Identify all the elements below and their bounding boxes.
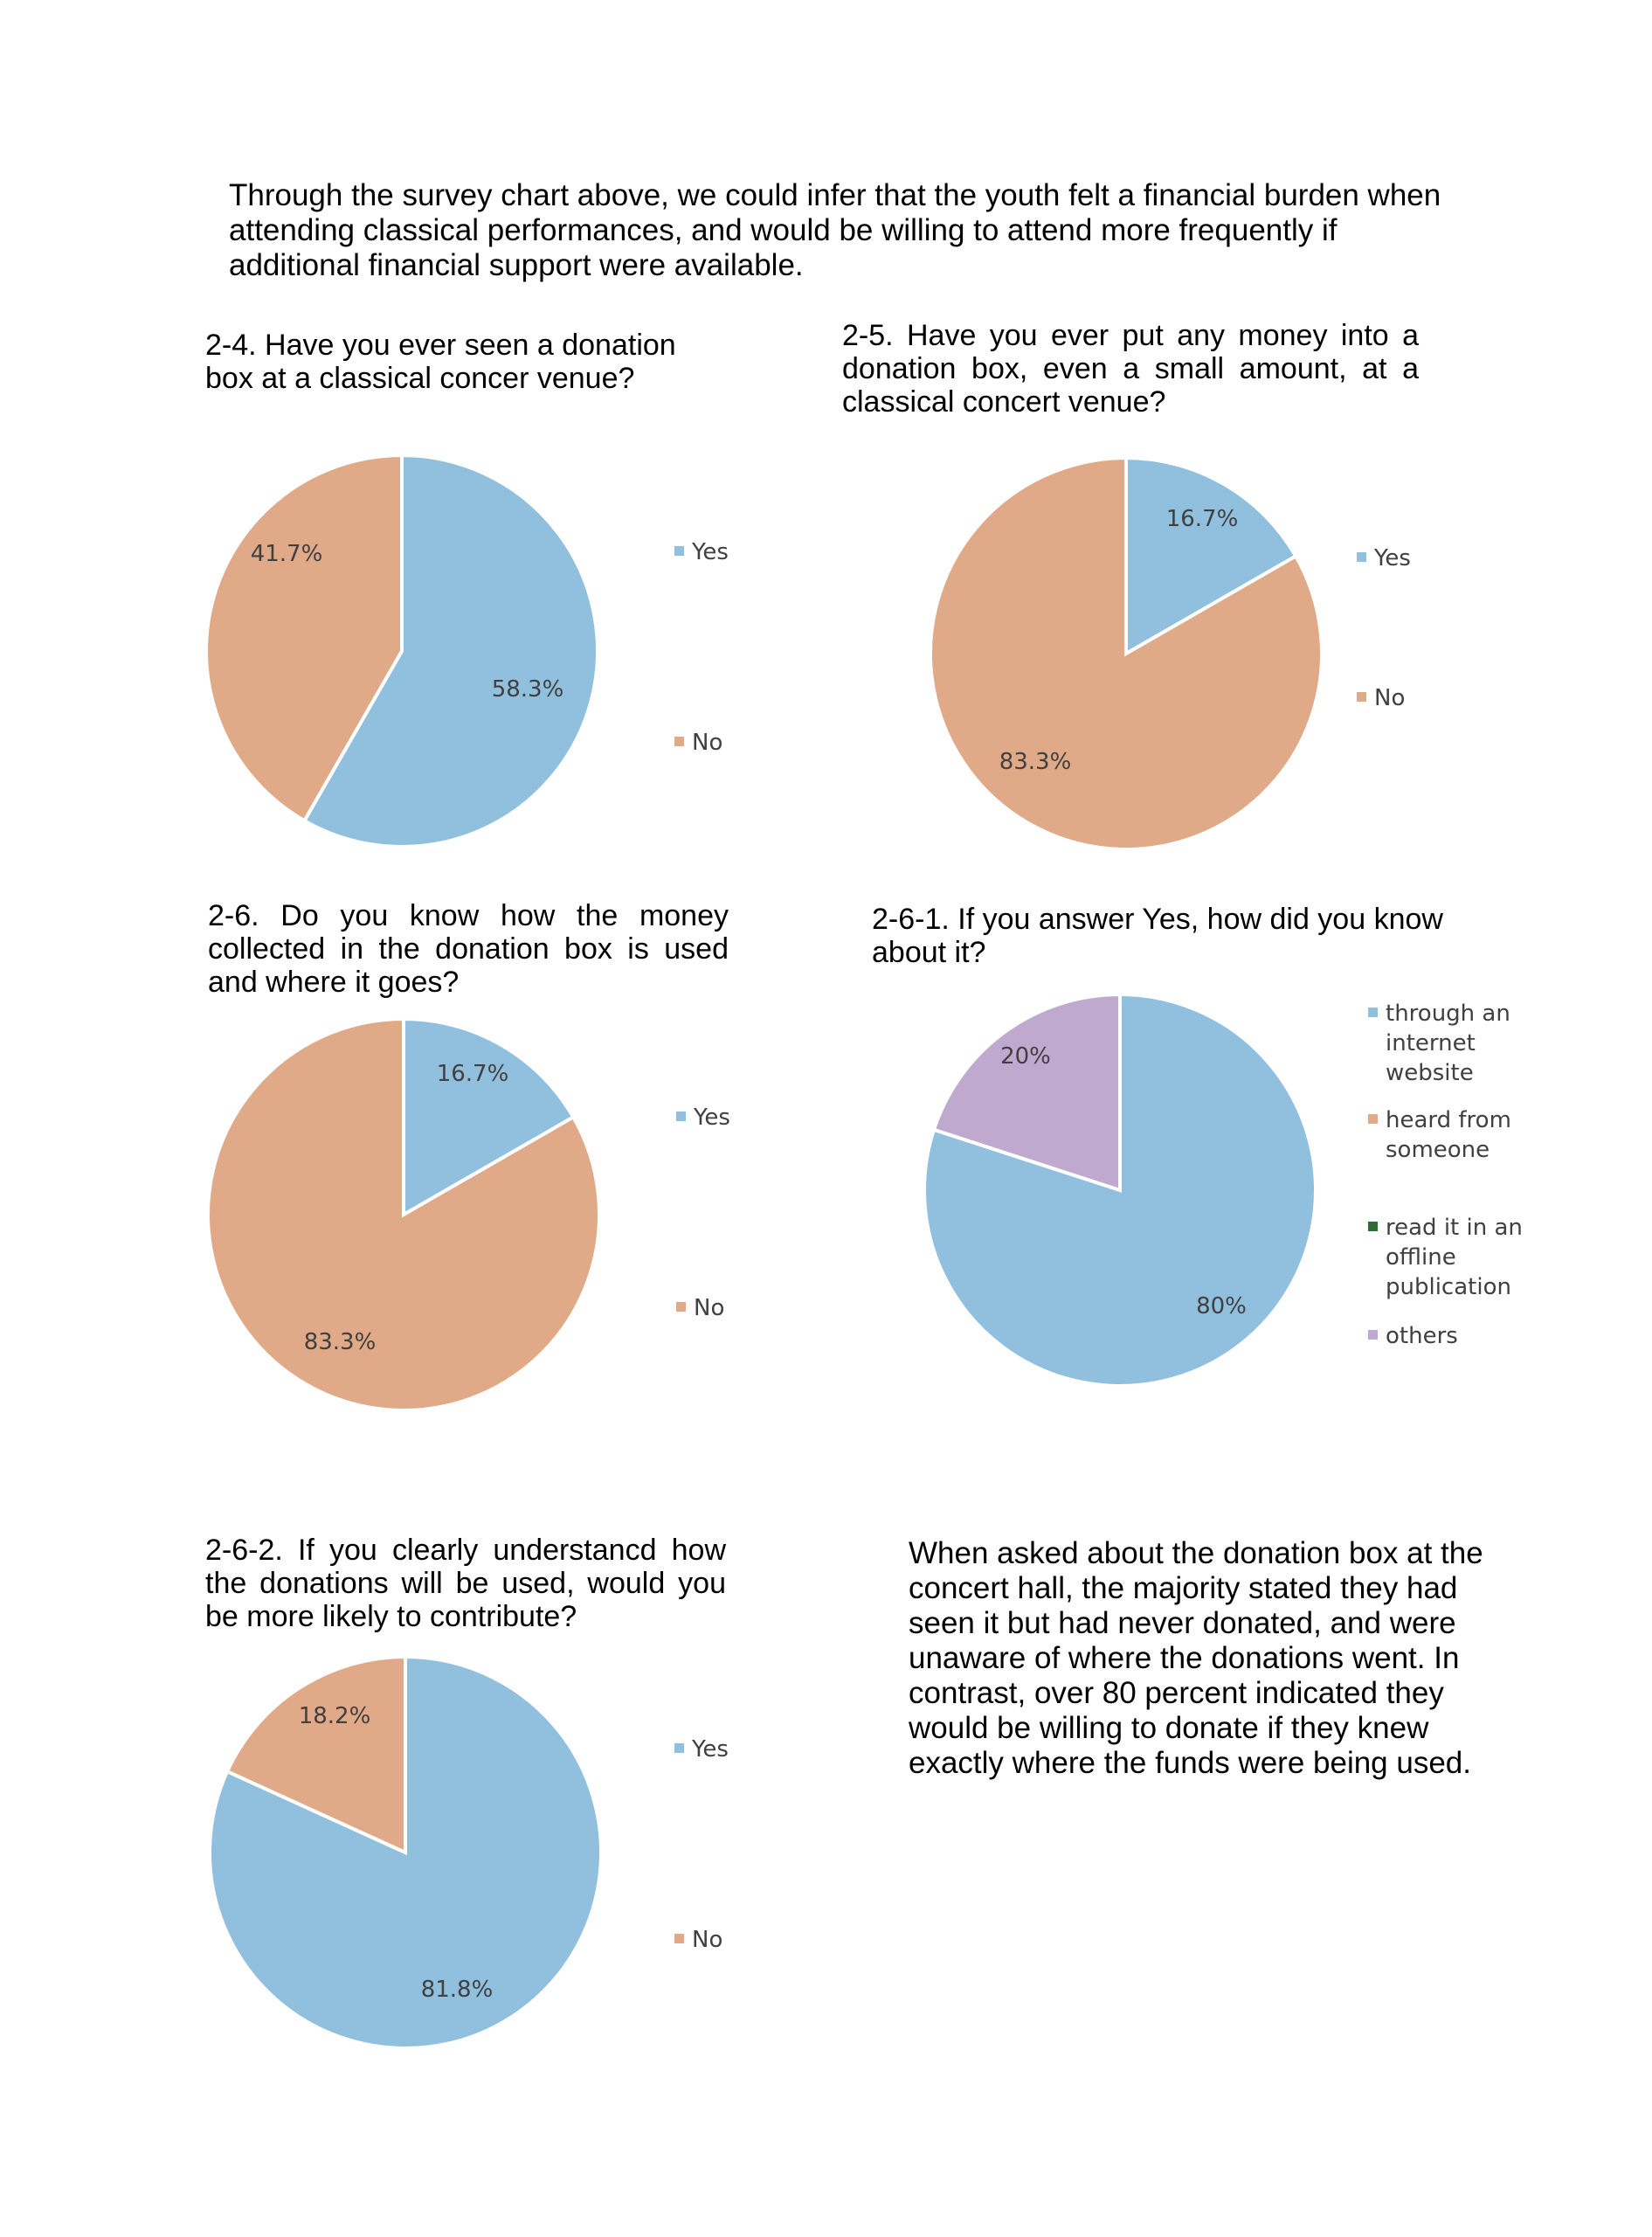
pie-group-q2-6-1: 80% 20% through an internet website heard fro…	[923, 992, 1523, 1388]
data-label-q2-4-0: 58.3%	[492, 676, 564, 703]
data-label-q2-6-1-3: 20%	[1000, 1043, 1051, 1070]
pie-slice-q2-5-no	[929, 455, 1324, 851]
legend-label-q2-4-0: Yes	[691, 539, 729, 565]
legend-swatch-q2-4-0	[674, 546, 684, 556]
pie-slice-q2-6-2-no	[225, 1654, 407, 1856]
legend-label-q2-6-1-2: read it in an offline publication	[1386, 1215, 1523, 1300]
legend-swatch-q2-6-1	[676, 1302, 686, 1312]
legend-label-q2-6-0: Yes	[693, 1105, 730, 1131]
legend-swatch-q2-4-1	[674, 737, 684, 746]
data-label-q2-6-1: 83.3%	[304, 1329, 377, 1355]
legend-swatch-q2-6-2-0	[674, 1743, 684, 1753]
legend-label-q2-6-2-0: Yes	[691, 1736, 729, 1763]
legend-swatch-q2-6-1-2	[1368, 1222, 1378, 1231]
legend-swatch-q2-6-1-1	[1368, 1114, 1378, 1124]
data-label-q2-6-2-1: 18.2%	[299, 1703, 371, 1729]
legend-swatch-q2-6-1-0	[1368, 1008, 1378, 1017]
pie-group-q2-5: 16.7% 83.3% Yes No	[929, 455, 1411, 851]
data-label-q2-6-0: 16.7%	[437, 1061, 509, 1087]
pie-slice-q2-4-no	[204, 453, 404, 823]
question-2-6-1-title: 2-6-1. If you answer Yes, how did you kn…	[872, 903, 1443, 969]
legend-swatch-q2-6-0	[676, 1112, 686, 1121]
legend-swatch-q2-5-0	[1357, 552, 1366, 562]
pie-slice-q2-6-yes	[402, 1016, 576, 1218]
legend-label-q2-6-1-0: through an internet website	[1386, 1001, 1510, 1086]
legend-label-q2-6-1-3: others	[1386, 1323, 1458, 1349]
question-2-6-title: 2-6. Do you know how the money collected…	[208, 899, 729, 999]
pie-group-q2-6: 16.7% 83.3% Yes No	[206, 1016, 730, 1412]
pie-slice-q2-6-no	[206, 1016, 601, 1412]
legend-label-q2-5-1: No	[1374, 685, 1405, 711]
legend-label-q2-4-1: No	[692, 730, 722, 756]
legend-swatch-q2-6-1-3	[1368, 1330, 1378, 1340]
pie-group-q2-6-2: 81.8% 18.2% Yes No	[208, 1654, 729, 2050]
pie-slice-q2-6-1-others	[931, 992, 1122, 1193]
question-2-6-2-title: 2-6-2. If you clearly understancd how th…	[205, 1534, 726, 1633]
data-label-q2-5-0: 16.7%	[1166, 506, 1239, 532]
data-label-q2-6-2-0: 81.8%	[421, 1977, 494, 2003]
legend-label-q2-5-0: Yes	[1373, 545, 1411, 571]
legend-swatch-q2-6-2-1	[674, 1934, 684, 1943]
summary-paragraph: When asked about the donation box at the…	[909, 1536, 1483, 1780]
data-label-q2-4-1: 41.7%	[251, 541, 323, 567]
pie-slice-q2-5-yes	[1124, 455, 1298, 657]
pie-group-q2-4: 58.3% 41.7% Yes No	[204, 453, 729, 848]
legend-label-q2-6-1-1: heard from someone	[1386, 1107, 1511, 1163]
intro-paragraph: Through the survey chart above, we could…	[229, 178, 1441, 282]
question-2-4-title: 2-4. Have you ever seen a donation box a…	[205, 329, 676, 395]
legend-label-q2-6-1: No	[694, 1295, 724, 1321]
question-2-5-title: 2-5. Have you ever put any money into a …	[842, 319, 1419, 419]
pie-slice-q2-4-yes	[301, 453, 599, 848]
legend-swatch-q2-5-1	[1357, 692, 1366, 702]
legend-label-q2-6-2-1: No	[692, 1927, 722, 1953]
data-label-q2-5-1: 83.3%	[999, 749, 1072, 775]
data-label-q2-6-1-0: 80%	[1196, 1293, 1247, 1319]
